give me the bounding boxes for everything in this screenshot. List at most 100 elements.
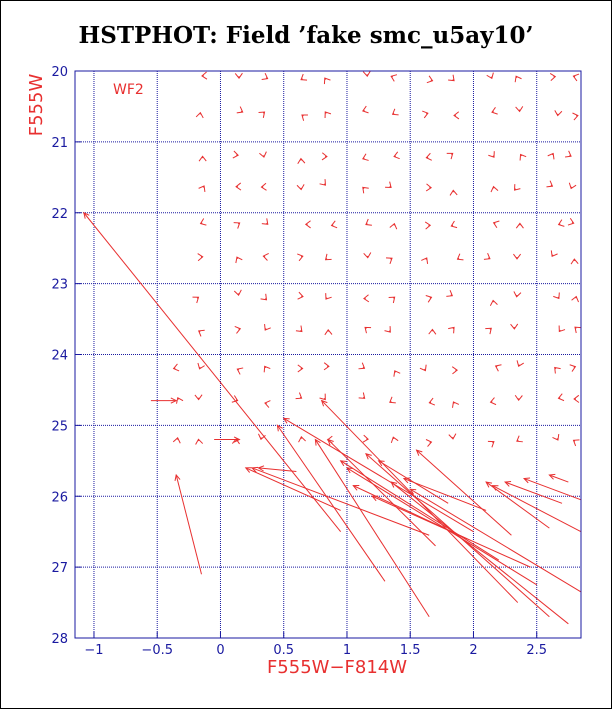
small-vector — [319, 393, 326, 401]
small-vector — [362, 70, 371, 77]
y-tick-label: 27 — [51, 561, 68, 576]
small-vector — [425, 152, 432, 161]
small-vector — [172, 363, 180, 372]
small-vector — [513, 291, 522, 298]
small-vector — [301, 114, 308, 121]
small-vector — [573, 394, 580, 403]
small-vector — [363, 252, 372, 259]
small-vector — [572, 73, 580, 82]
long-vector — [504, 481, 563, 504]
small-vector — [258, 111, 266, 119]
long-vector — [345, 467, 537, 586]
small-vector — [261, 218, 269, 225]
small-vector — [260, 293, 268, 301]
small-vector — [300, 73, 308, 81]
small-vector — [554, 110, 563, 117]
small-vector — [199, 218, 207, 226]
small-vector — [494, 364, 502, 372]
x-tick-label: 0.5 — [273, 643, 294, 658]
small-vector — [572, 112, 579, 121]
small-vector — [232, 150, 239, 159]
small-vector — [234, 72, 243, 79]
small-vector — [236, 367, 244, 375]
long-vector — [352, 485, 468, 540]
y-tick-label: 25 — [51, 419, 68, 434]
small-vector — [197, 329, 205, 337]
small-vector — [515, 222, 524, 229]
small-vector — [570, 258, 579, 265]
axis-layer: −1 −0.5 0 0.5 1 1.5 2 2.5 20 21 22 23 24 25 26 27 28 — [51, 65, 582, 658]
chart-title: HSTPHOT: Field ’fake smc_u5ay10’ — [78, 22, 534, 49]
long-vector — [390, 481, 569, 625]
small-vector — [572, 439, 580, 447]
small-vector — [295, 325, 303, 333]
small-vector — [424, 221, 432, 230]
small-vector — [453, 111, 460, 120]
small-vector — [489, 397, 497, 406]
small-vector — [195, 111, 204, 119]
small-vector — [428, 397, 436, 406]
small-vector — [259, 151, 267, 158]
small-vector — [264, 400, 271, 408]
small-vector — [513, 253, 522, 260]
small-vector — [235, 256, 243, 264]
small-vector — [389, 396, 396, 404]
long-vector — [402, 477, 487, 511]
small-vector — [425, 183, 432, 192]
small-vector — [553, 292, 560, 300]
small-vector — [234, 325, 242, 334]
small-vector — [385, 257, 393, 265]
long-vector — [339, 460, 500, 561]
y-tick-label: 26 — [51, 490, 68, 505]
long-vector — [83, 211, 342, 533]
small-vector — [321, 152, 328, 161]
small-vector — [515, 106, 524, 113]
small-vector — [552, 433, 560, 441]
small-vector — [261, 72, 269, 80]
small-vector — [425, 439, 433, 447]
small-vector — [362, 105, 369, 114]
small-vector — [516, 360, 524, 367]
grid-layer — [75, 71, 581, 638]
small-vector — [488, 151, 495, 158]
small-vector — [297, 157, 306, 164]
small-vector — [569, 364, 577, 372]
small-vector — [393, 151, 400, 160]
small-vector — [363, 294, 370, 303]
long-vector — [314, 438, 430, 618]
small-vector — [425, 295, 433, 303]
small-vector — [446, 152, 454, 160]
small-vector — [390, 436, 399, 444]
long-vector — [244, 467, 341, 511]
small-vector — [514, 394, 523, 402]
small-vector — [546, 180, 554, 188]
panel-label: WF2 — [113, 82, 144, 98]
small-vector — [448, 74, 455, 82]
small-vector — [264, 324, 271, 331]
small-vector — [446, 289, 454, 297]
small-vector — [510, 323, 519, 330]
small-vector — [486, 72, 494, 80]
small-vector — [490, 185, 499, 193]
small-vector — [448, 326, 455, 334]
x-tick-label: −0.5 — [141, 643, 173, 658]
small-vector — [198, 155, 207, 162]
long-vector — [415, 449, 512, 536]
small-vector — [567, 217, 575, 226]
small-vector — [574, 326, 582, 334]
y-tick-label: 21 — [51, 136, 68, 151]
small-vector — [197, 253, 204, 262]
small-vector — [319, 179, 327, 186]
small-vector — [364, 326, 372, 334]
x-tick-label: 2.5 — [526, 643, 547, 658]
long-vector — [251, 466, 430, 536]
small-vector — [195, 438, 204, 445]
small-vector — [514, 75, 522, 83]
small-vector — [426, 75, 434, 84]
small-vector — [176, 397, 184, 404]
small-vector — [565, 150, 572, 158]
small-vector — [450, 220, 458, 229]
long-vector — [257, 465, 297, 472]
small-vector — [393, 370, 401, 377]
x-tick-label: 1 — [343, 643, 351, 658]
